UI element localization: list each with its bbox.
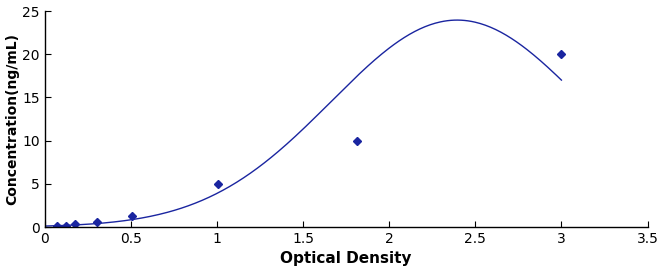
- Y-axis label: Concentration(ng/mL): Concentration(ng/mL): [5, 33, 19, 205]
- X-axis label: Optical Density: Optical Density: [280, 251, 412, 267]
